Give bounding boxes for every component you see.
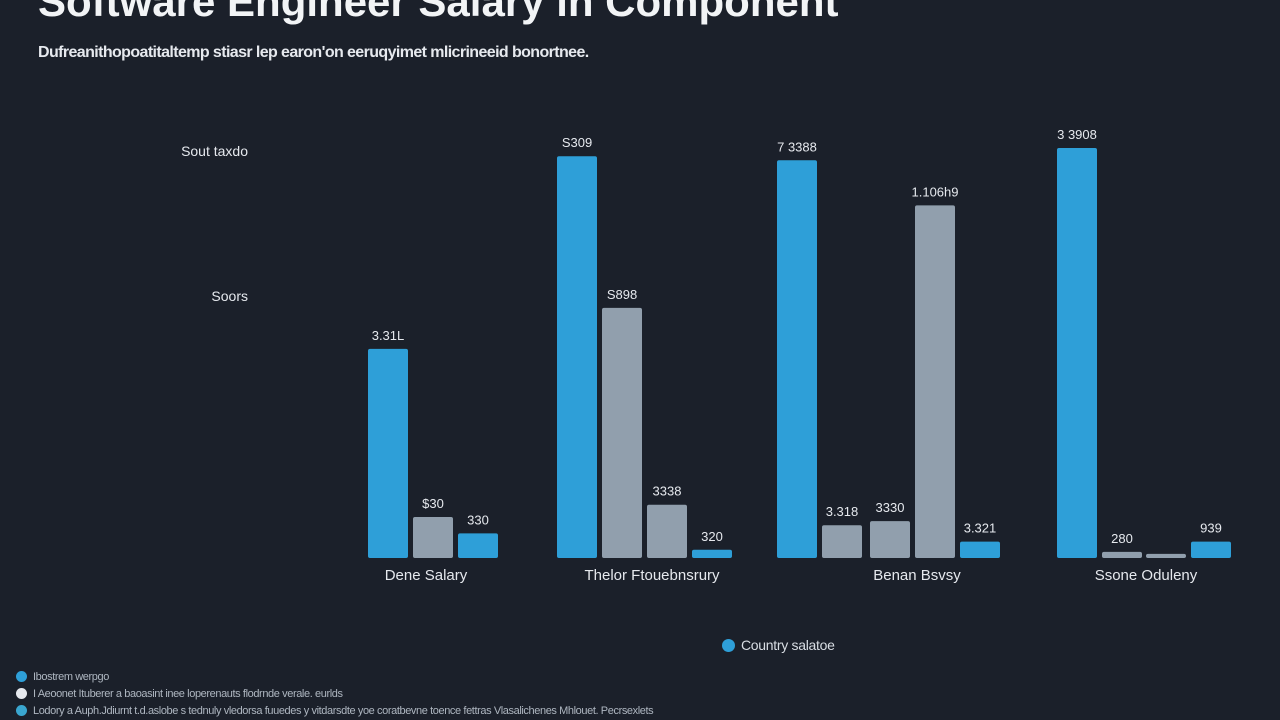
category-label: Thelor Ftouebnsrury bbox=[584, 567, 720, 584]
bar bbox=[413, 517, 453, 558]
data-label: 939 bbox=[1200, 521, 1222, 536]
footnote: Lodory a Auph.Jdiurnt t.d.aslobe s tednu… bbox=[16, 702, 654, 719]
data-label: 3.31L bbox=[372, 328, 405, 343]
data-label: 330 bbox=[467, 512, 489, 527]
data-label: 320 bbox=[701, 529, 723, 544]
legend-swatch bbox=[722, 638, 735, 652]
footnote: I Aeoonet Ituberer a baoasint inee loper… bbox=[16, 685, 653, 702]
data-label: 1.106h9 bbox=[912, 184, 959, 199]
bullet-icon bbox=[16, 671, 27, 682]
bar bbox=[1191, 541, 1231, 558]
bar bbox=[1146, 553, 1186, 558]
data-label: 3338 bbox=[653, 484, 682, 499]
data-label: S898 bbox=[607, 287, 637, 302]
data-label: 3.321 bbox=[964, 521, 997, 536]
bar bbox=[602, 307, 642, 558]
data-label: 3.318 bbox=[826, 504, 859, 519]
y-tick-label: Sout taxdo bbox=[181, 143, 248, 159]
category-label: Dene Salary bbox=[385, 567, 468, 584]
bar bbox=[1102, 551, 1142, 558]
footnote: Ibostrem werpgo bbox=[16, 668, 653, 685]
data-label: $30 bbox=[422, 496, 444, 511]
category-label: Benan Bsvsy bbox=[873, 567, 961, 584]
chart-title: Software Engineer Salary in Component bbox=[38, 0, 839, 25]
bar bbox=[458, 533, 498, 558]
legend: Country salatoe bbox=[722, 637, 835, 653]
bar bbox=[777, 160, 817, 559]
bar bbox=[960, 541, 1000, 558]
bar bbox=[870, 521, 910, 558]
footnotes: Ibostrem werpgo I Aeoonet Ituberer a bao… bbox=[16, 668, 654, 719]
data-label: 280 bbox=[1111, 531, 1133, 546]
bullet-icon bbox=[16, 705, 27, 716]
data-label: 3330 bbox=[876, 500, 905, 515]
footnote-text: Lodory a Auph.Jdiurnt t.d.aslobe s tednu… bbox=[33, 704, 654, 717]
bar bbox=[1057, 148, 1097, 558]
footnote-text: I Aeoonet Ituberer a baoasint inee loper… bbox=[33, 687, 343, 700]
bar bbox=[647, 504, 687, 558]
footnote-text: Ibostrem werpgo bbox=[33, 670, 109, 683]
data-label: S309 bbox=[562, 135, 592, 150]
bar bbox=[692, 549, 732, 558]
bar bbox=[557, 156, 597, 558]
data-label: 7 3388 bbox=[777, 139, 817, 154]
category-label: Ssone Oduleny bbox=[1095, 567, 1198, 584]
y-tick-label: Soors bbox=[211, 288, 248, 304]
data-label: 3 3908 bbox=[1057, 127, 1097, 142]
bar bbox=[915, 205, 955, 558]
chart-subtitle: Dufreanithopoatitaltemp stiasr lep earon… bbox=[38, 44, 589, 61]
bar bbox=[368, 348, 408, 558]
legend-label: Country salatoe bbox=[741, 637, 835, 653]
bar bbox=[822, 525, 862, 558]
bullet-icon bbox=[16, 688, 27, 699]
